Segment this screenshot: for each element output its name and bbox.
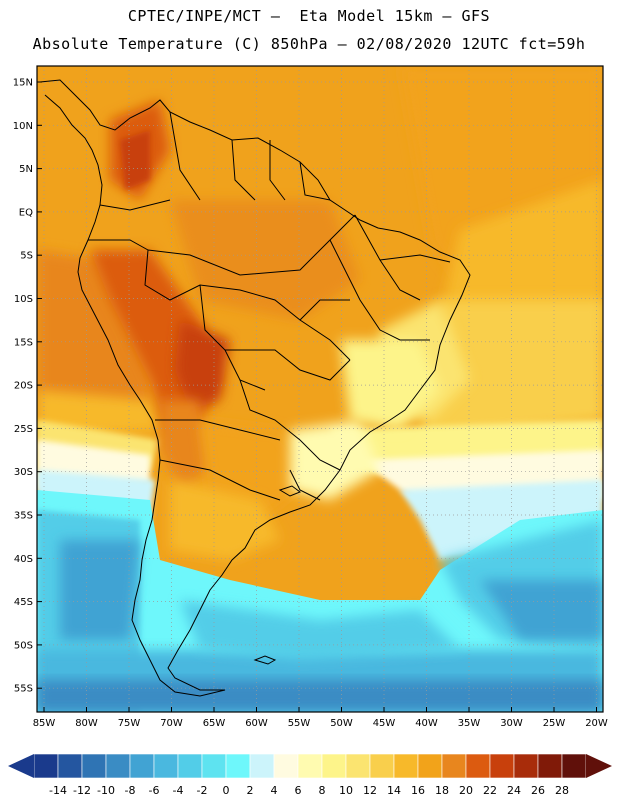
colorbar-low-extend-arrow (8, 754, 34, 778)
colorbar-swatch (393, 753, 419, 779)
lat-tick-label: 45S (14, 597, 33, 608)
colorbar-label: 14 (387, 784, 401, 797)
colorbar-label: -12 (73, 784, 91, 797)
colorbar-swatch (489, 753, 515, 779)
colorbar-swatch (417, 753, 443, 779)
colorbar-label: 12 (363, 784, 377, 797)
longitude-axis-labels: 85W 80W 75W 70W 65W 60W 55W 50W 45W 40W 35W 30W 25W 2… (33, 718, 608, 729)
colorbar-swatch (153, 753, 179, 779)
lon-tick-label: 25W (543, 718, 566, 729)
lat-tick-label: 25S (14, 424, 33, 435)
lat-tick-label: EQ (19, 207, 33, 218)
lon-tick-label: 45W (373, 718, 396, 729)
lat-tick-label: 35S (14, 511, 33, 522)
colorbar-swatch (225, 753, 251, 779)
colorbar-label: -10 (97, 784, 115, 797)
lat-tick-label: 55S (14, 684, 33, 695)
colorbar-swatch (537, 753, 563, 779)
map-frame (36, 65, 604, 713)
colorbar-label: 10 (339, 784, 353, 797)
lon-tick-label: 55W (288, 718, 311, 729)
lat-tick-label: 40S (14, 554, 33, 565)
lon-tick-label: 65W (203, 718, 226, 729)
lon-tick-label: 75W (118, 718, 141, 729)
lon-tick-label: 60W (245, 718, 268, 729)
lat-tick-label: 10S (14, 294, 33, 305)
lon-tick-label: 30W (500, 718, 523, 729)
colorbar-label: -4 (173, 784, 184, 797)
lat-tick-label: 5N (19, 164, 33, 175)
chart-title-line-2: Absolute Temperature (C) 850hPa – 02/08/… (32, 35, 586, 53)
lat-tick-label: 50S (14, 640, 33, 651)
lon-tick-label: 40W (415, 718, 438, 729)
lon-tick-label: 80W (75, 718, 98, 729)
lon-tick-label: 35W (458, 718, 481, 729)
colorbar-swatch (201, 753, 227, 779)
colorbar-swatch (369, 753, 395, 779)
colorbar-swatch (81, 753, 107, 779)
colorbar-label: 24 (507, 784, 521, 797)
colorbar-swatch (273, 753, 299, 779)
colorbar-label: 0 (223, 784, 230, 797)
lon-tick-label: 70W (160, 718, 183, 729)
coastlines (39, 79, 471, 697)
colorbar-label: 6 (295, 784, 302, 797)
lon-tick-label: 85W (33, 718, 56, 729)
colorbar-label: -6 (149, 784, 160, 797)
colorbar-swatch (177, 753, 203, 779)
colorbar-label: 18 (435, 784, 449, 797)
temperature-field (37, 66, 603, 712)
colorbar-swatch (513, 753, 539, 779)
lon-tick-label: 20W (585, 718, 608, 729)
latitude-axis-labels: 15N 10N 5N EQ 5S 10S 15S 20S 25S 30S 35S 40S 45S 50S 5… (13, 78, 33, 695)
colorbar-swatch (441, 753, 467, 779)
colorbar-swatch (129, 753, 155, 779)
colorbar-high-extend-arrow (586, 754, 612, 778)
colorbar-swatch (561, 753, 587, 779)
colorbar-swatch (105, 753, 131, 779)
colorbar-swatch (321, 753, 347, 779)
colorbar-label: 28 (555, 784, 569, 797)
colorbar-label: 20 (459, 784, 473, 797)
colorbar-label: 4 (271, 784, 278, 797)
colorbar (8, 753, 612, 779)
colorbar-label: 8 (319, 784, 326, 797)
colorbar-swatch (465, 753, 491, 779)
lat-tick-label: 10N (13, 121, 33, 132)
colorbar-label: -14 (49, 784, 67, 797)
colorbar-swatch (297, 753, 323, 779)
colorbar-label: 16 (411, 784, 425, 797)
lon-tick-label: 50W (330, 718, 353, 729)
colorbar-swatch (345, 753, 371, 779)
colorbar-label: 22 (483, 784, 497, 797)
colorbar-swatch (33, 753, 59, 779)
colorbar-label: -8 (125, 784, 136, 797)
lat-tick-label: 20S (14, 381, 33, 392)
colorbar-label: -2 (197, 784, 208, 797)
lat-tick-label: 5S (20, 251, 33, 262)
colorbar-labels: -14 -12 -10 -8 -6 -4 -2 0 2 4 6 8 10 12 14 16 18 20 22 24 26… (49, 784, 569, 797)
lat-tick-label: 15N (13, 78, 33, 89)
colorbar-label: 26 (531, 784, 545, 797)
axis-ticks (37, 81, 597, 712)
chart-title-line-1: CPTEC/INPE/MCT – Eta Model 15km – GFS (127, 7, 491, 25)
lat-tick-label: 30S (14, 467, 33, 478)
lat-tick-label: 15S (14, 337, 33, 348)
colorbar-label: 2 (247, 784, 254, 797)
colorbar-swatch (249, 753, 275, 779)
colorbar-swatch (57, 753, 83, 779)
